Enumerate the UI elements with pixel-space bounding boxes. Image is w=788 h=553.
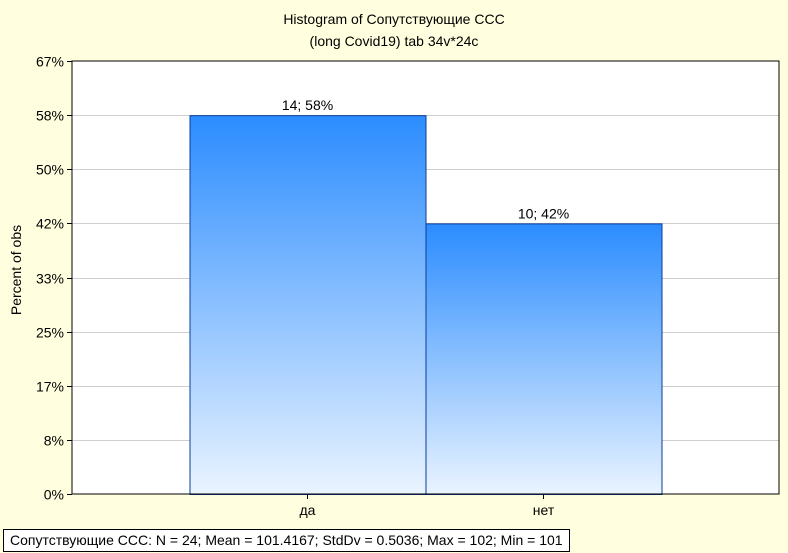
- y-tick-label: 50%: [36, 162, 64, 178]
- plot-frame: [71, 60, 780, 495]
- y-tick-label: 25%: [36, 325, 64, 341]
- histogram-bar: [189, 115, 427, 495]
- histogram-bar: [425, 223, 663, 495]
- bar-data-label: 10; 42%: [518, 205, 569, 221]
- x-tick-label: нет: [533, 502, 555, 518]
- chart-title: Histogram of Сопутствующие ССС: [283, 11, 505, 27]
- y-tick-label: 58%: [36, 108, 64, 124]
- stats-box: Сопутствующие ССС: N = 24; Mean = 101.41…: [3, 529, 570, 552]
- y-tick-label: 67%: [36, 54, 64, 70]
- y-tick-label: 0%: [44, 487, 64, 503]
- x-tick-label: да: [300, 502, 316, 518]
- y-tick-label: 17%: [36, 379, 64, 395]
- y-tick-label: 33%: [36, 271, 64, 287]
- bar-data-label: 14; 58%: [282, 97, 333, 113]
- chart-subtitle: (long Covid19) tab 34v*24c: [309, 33, 479, 49]
- y-tick-label: 8%: [44, 433, 64, 449]
- y-tick-label: 42%: [36, 216, 64, 232]
